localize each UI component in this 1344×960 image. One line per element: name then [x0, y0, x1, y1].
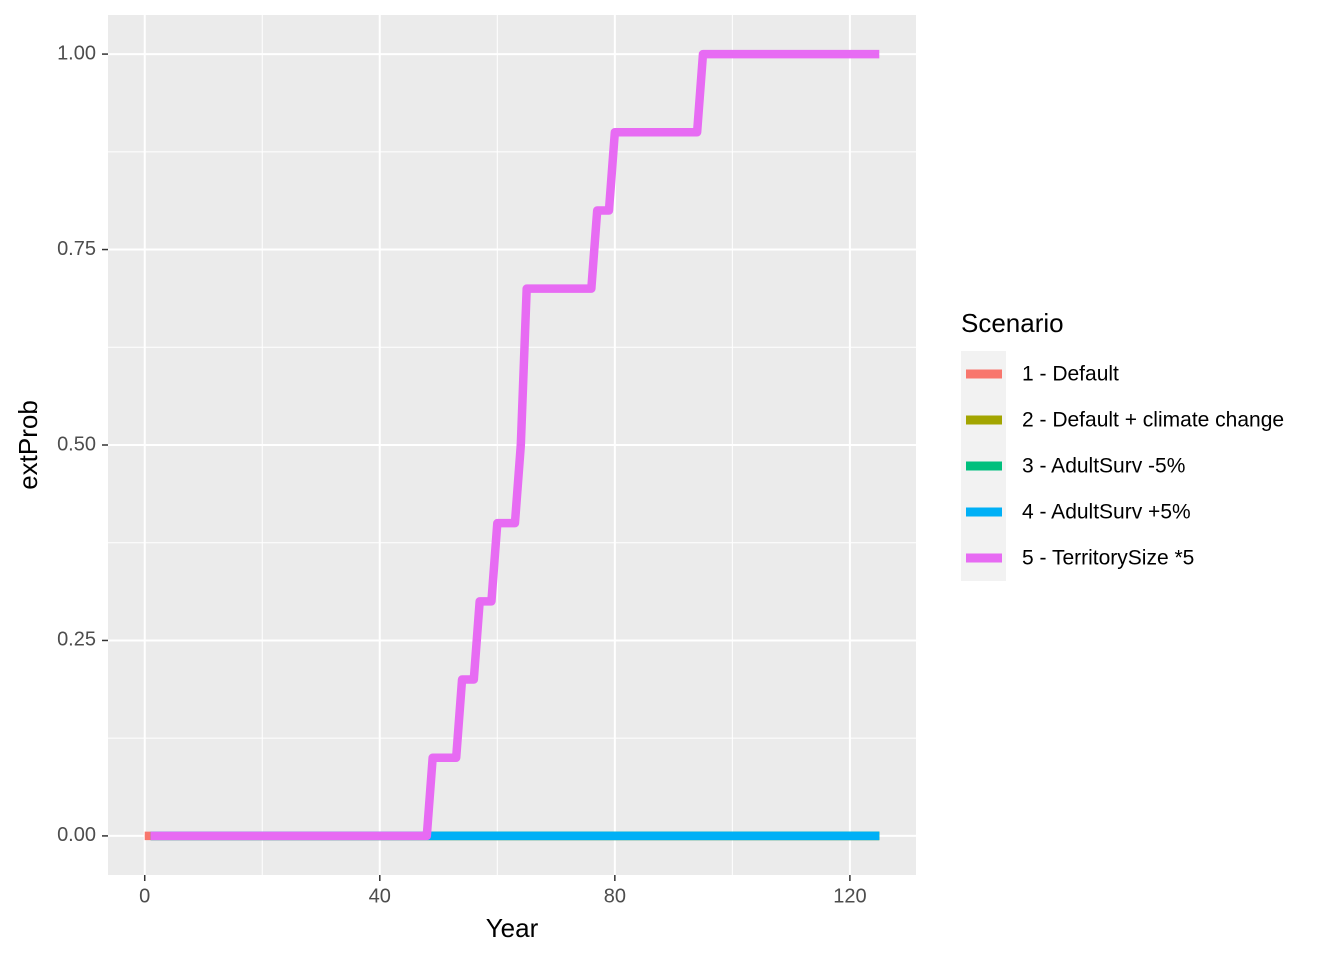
legend-label: 2 - Default + climate change — [1022, 409, 1284, 432]
y-tick-label: 1.00 — [57, 42, 96, 64]
legend-label: 5 - TerritorySize *5 — [1022, 547, 1194, 570]
legend-title: Scenario — [961, 308, 1064, 338]
x-tick-label: 0 — [139, 885, 150, 907]
legend-label: 4 - AdultSurv +5% — [1022, 501, 1191, 524]
y-tick-label: 0.00 — [57, 824, 96, 846]
y-tick-label: 0.50 — [57, 433, 96, 455]
x-tick-label: 120 — [833, 885, 866, 907]
x-tick-label: 80 — [604, 885, 626, 907]
y-tick-label: 0.25 — [57, 629, 96, 651]
series-line — [150, 49, 880, 841]
legend-label: 3 - AdultSurv -5% — [1022, 455, 1185, 478]
x-axis-title: Year — [486, 913, 539, 943]
y-tick-label: 0.75 — [57, 238, 96, 260]
x-tick-label: 40 — [369, 885, 391, 907]
y-axis-title: extProb — [13, 400, 43, 490]
legend-label: 1 - Default — [1022, 363, 1119, 386]
